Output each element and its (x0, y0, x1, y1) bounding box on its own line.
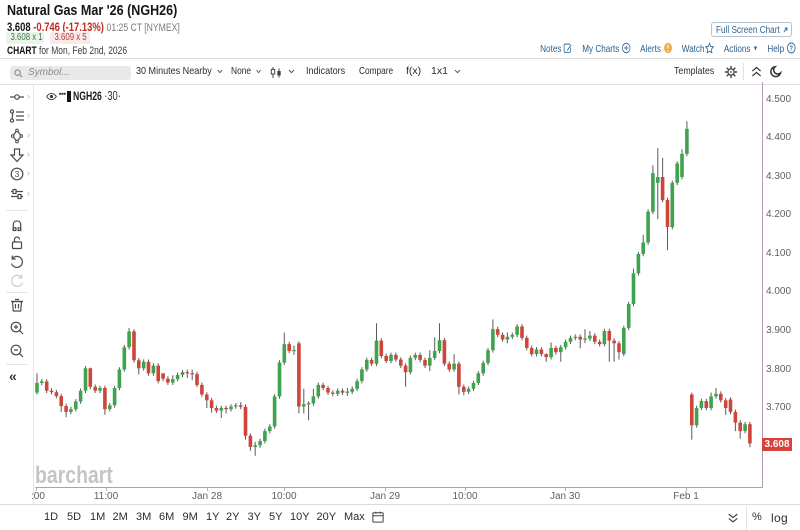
svg-text:3: 3 (15, 170, 20, 179)
svg-text:?: ? (790, 45, 793, 53)
